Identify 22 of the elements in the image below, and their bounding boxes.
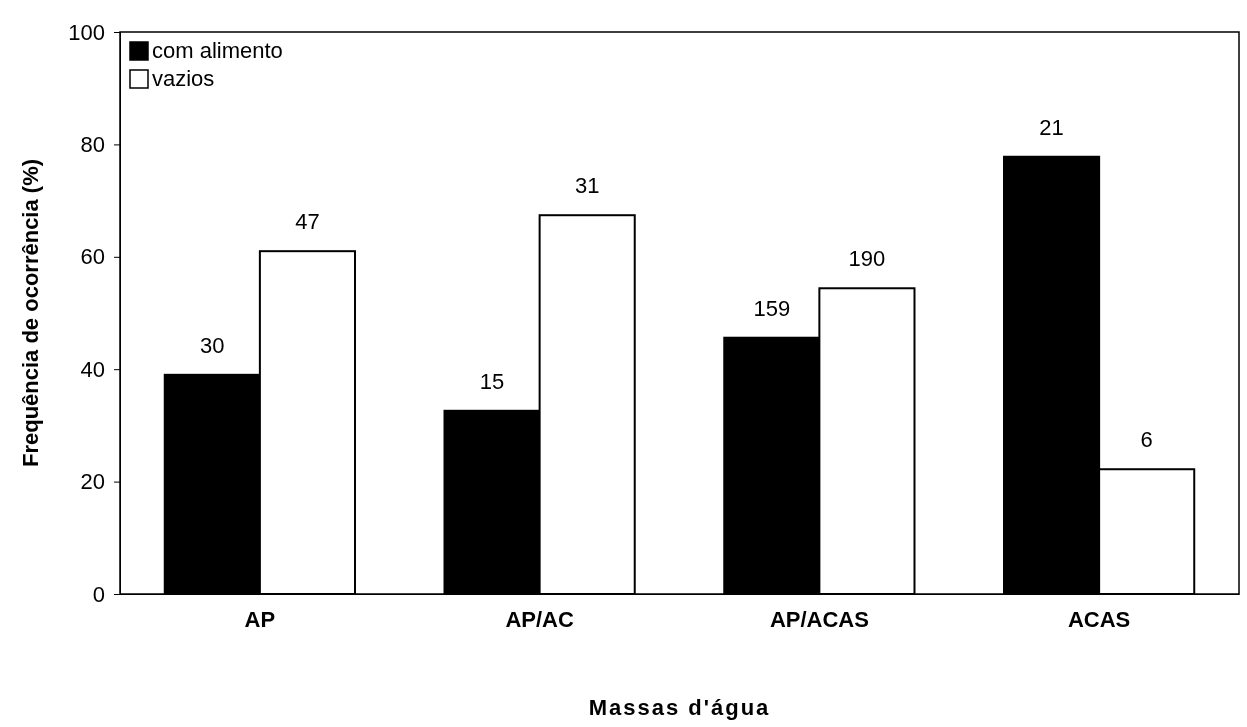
x-tick-label: ACAS	[1067, 607, 1131, 632]
y-tick-label: 100	[68, 19, 105, 45]
x-axis-title: Massas d'água	[588, 695, 771, 720]
x-tick-label: AP	[244, 607, 276, 632]
y-axis-title: Frequência de ocorrência (%)	[18, 158, 43, 468]
annotation: 6	[1140, 427, 1153, 453]
annotation: 190	[848, 246, 886, 272]
annotation: 30	[200, 332, 225, 358]
annotation: 31	[574, 173, 600, 199]
x-tick-label: AP/AC	[505, 607, 574, 632]
y-tick-label: 60	[80, 244, 105, 270]
annotation: 21	[1039, 114, 1064, 140]
x-tick-label: AP/ACAS	[769, 607, 869, 632]
y-tick-label: 40	[80, 356, 105, 382]
legend-label: com alimento	[152, 38, 283, 63]
annotation: 47	[295, 209, 320, 235]
y-tick-label: 80	[80, 131, 105, 157]
y-tick-label: 20	[80, 469, 105, 495]
y-tick-label: 0	[92, 581, 105, 607]
annotation: 15	[479, 368, 505, 394]
legend-label: vazios	[152, 66, 215, 91]
annotation: 159	[753, 295, 791, 321]
